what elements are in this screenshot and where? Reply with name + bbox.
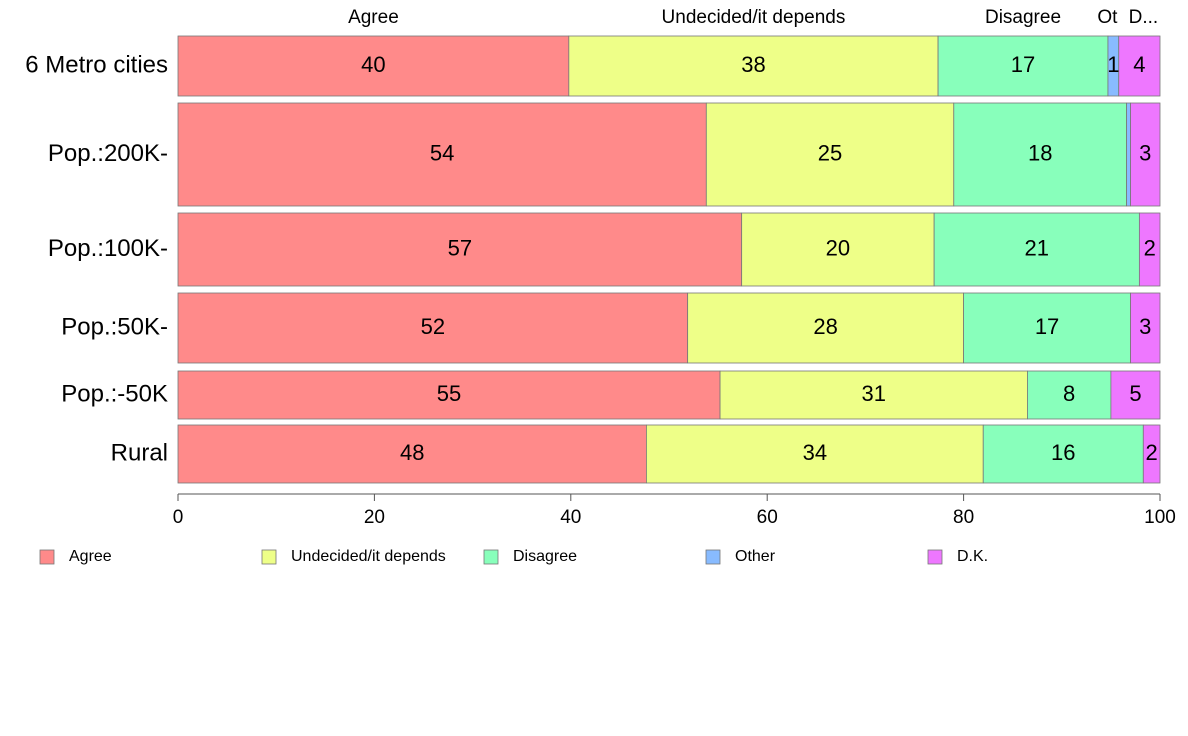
legend-label-other: Other: [735, 548, 776, 565]
value-label-disagree-6-metro-cities: 17: [1011, 52, 1035, 77]
x-tick-label: 80: [953, 507, 974, 528]
bar-undecided-it-depends-6-metro-cities: [568, 35, 939, 97]
value-label-other-6-metro-cities: 1: [1107, 52, 1119, 77]
bar-agree-pop-50k: [177, 370, 721, 420]
legend-swatch-disagree: [483, 549, 499, 565]
value-label-d-k-rural: 2: [1146, 440, 1158, 465]
x-axis: 0 20 40 60 80 100: [173, 493, 1176, 528]
top-label-undecided-it-depends: Undecided/it depends: [662, 7, 846, 28]
value-label-disagree-rural: 16: [1051, 440, 1075, 465]
value-label-disagree-pop-200k: 18: [1028, 140, 1052, 165]
value-label-d-k-6-metro-cities: 4: [1133, 52, 1145, 77]
value-label-agree-6-metro-cities: 40: [361, 52, 385, 77]
bar-disagree-pop-100k: [933, 212, 1140, 287]
legend-swatch-undecided-it-depends: [261, 549, 277, 565]
top-label-agree: Agree: [348, 7, 399, 28]
category-label-pop-50k: Pop.:-50K: [61, 380, 168, 407]
bar-d-k-pop-100k: [1138, 212, 1161, 287]
value-label-disagree-pop-100k: 21: [1025, 235, 1049, 260]
category-label-pop-50k: Pop.:50K-: [61, 313, 168, 340]
legend-label-agree: Agree: [69, 548, 112, 565]
value-label-undecided-it-depends-6-metro-cities: 38: [741, 52, 765, 77]
bar-d-k-pop-50k: [1110, 370, 1161, 420]
top-label-other: Ot: [1097, 7, 1118, 28]
bar-disagree-pop-50k: [1027, 370, 1112, 420]
value-label-undecided-it-depends-pop-100k: 20: [826, 235, 850, 260]
value-label-disagree-pop-50k: 8: [1063, 381, 1075, 406]
legend-label-undecided-it-depends: Undecided/it depends: [291, 548, 446, 565]
legend-label-disagree: Disagree: [513, 548, 577, 565]
bar-agree-6-metro-cities: [177, 35, 570, 97]
value-label-agree-pop-50k: 55: [437, 381, 461, 406]
value-label-undecided-it-depends-pop-200k: 25: [818, 140, 842, 165]
bar-d-k-rural: [1142, 424, 1161, 484]
category-labels: 6 Metro cities Pop.:200K- Pop.:100K- Pop.:5…: [25, 51, 168, 466]
bars: [177, 35, 1161, 484]
value-label-agree-pop-50k: 52: [421, 314, 445, 339]
x-tick-label: 20: [364, 507, 385, 528]
bar-agree-pop-100k: [177, 212, 743, 287]
x-tick-label: 100: [1144, 507, 1176, 528]
top-label-d-k: D...: [1129, 7, 1159, 28]
top-label-disagree: Disagree: [985, 7, 1061, 28]
category-label-rural: Rural: [111, 439, 168, 466]
legend-swatch-agree: [39, 549, 55, 565]
bar-undecided-it-depends-pop-200k: [705, 102, 955, 207]
value-label-d-k-pop-50k: 3: [1139, 314, 1151, 339]
value-label-undecided-it-depends-pop-50k: 28: [813, 314, 837, 339]
x-tick-label: 60: [757, 507, 778, 528]
category-label-pop-100k: Pop.:100K-: [48, 235, 168, 262]
x-tick-label: 0: [173, 507, 184, 528]
bar-d-k-pop-50k: [1130, 292, 1161, 364]
value-label-undecided-it-depends-rural: 34: [803, 440, 827, 465]
bar-agree-rural: [177, 424, 647, 484]
bar-disagree-rural: [982, 424, 1144, 484]
value-label-undecided-it-depends-pop-50k: 31: [862, 381, 886, 406]
category-label-pop-200k: Pop.:200K-: [48, 140, 168, 167]
value-labels: 40 38 17 1 4 54 25 18 3 57 20 21 2 52 28 17 3 55 31 8 5 48 34 1…: [361, 52, 1158, 465]
value-label-agree-pop-100k: 57: [448, 235, 472, 260]
bar-disagree-pop-50k: [963, 292, 1131, 364]
legend-label-d-k: D.K.: [957, 548, 988, 565]
value-label-agree-rural: 48: [400, 440, 424, 465]
legend-swatch-other: [705, 549, 721, 565]
bar-agree-pop-50k: [177, 292, 689, 364]
bar-other-pop-200k: [1126, 102, 1131, 207]
category-label-6-metro-cities: 6 Metro cities: [25, 51, 168, 78]
bar-d-k-6-metro-cities: [1118, 35, 1161, 97]
value-label-d-k-pop-200k: 3: [1139, 140, 1151, 165]
bar-disagree-6-metro-cities: [937, 35, 1109, 97]
bar-disagree-pop-200k: [953, 102, 1128, 207]
value-label-disagree-pop-50k: 17: [1035, 314, 1059, 339]
top-labels: Agree Undecided/it depends Disagree Ot D...: [348, 7, 1158, 28]
value-label-d-k-pop-100k: 2: [1144, 235, 1156, 260]
legend-swatch-d-k: [927, 549, 943, 565]
bar-agree-pop-200k: [177, 102, 707, 207]
value-label-d-k-pop-50k: 5: [1129, 381, 1141, 406]
bar-undecided-it-depends-pop-100k: [741, 212, 935, 287]
bar-d-k-pop-200k: [1130, 102, 1161, 207]
bar-undecided-it-depends-pop-50k: [719, 370, 1028, 420]
legend: Agree Undecided/it depends Disagree Other D.…: [39, 548, 988, 565]
x-tick-label: 40: [560, 507, 581, 528]
value-label-agree-pop-200k: 54: [430, 140, 454, 165]
